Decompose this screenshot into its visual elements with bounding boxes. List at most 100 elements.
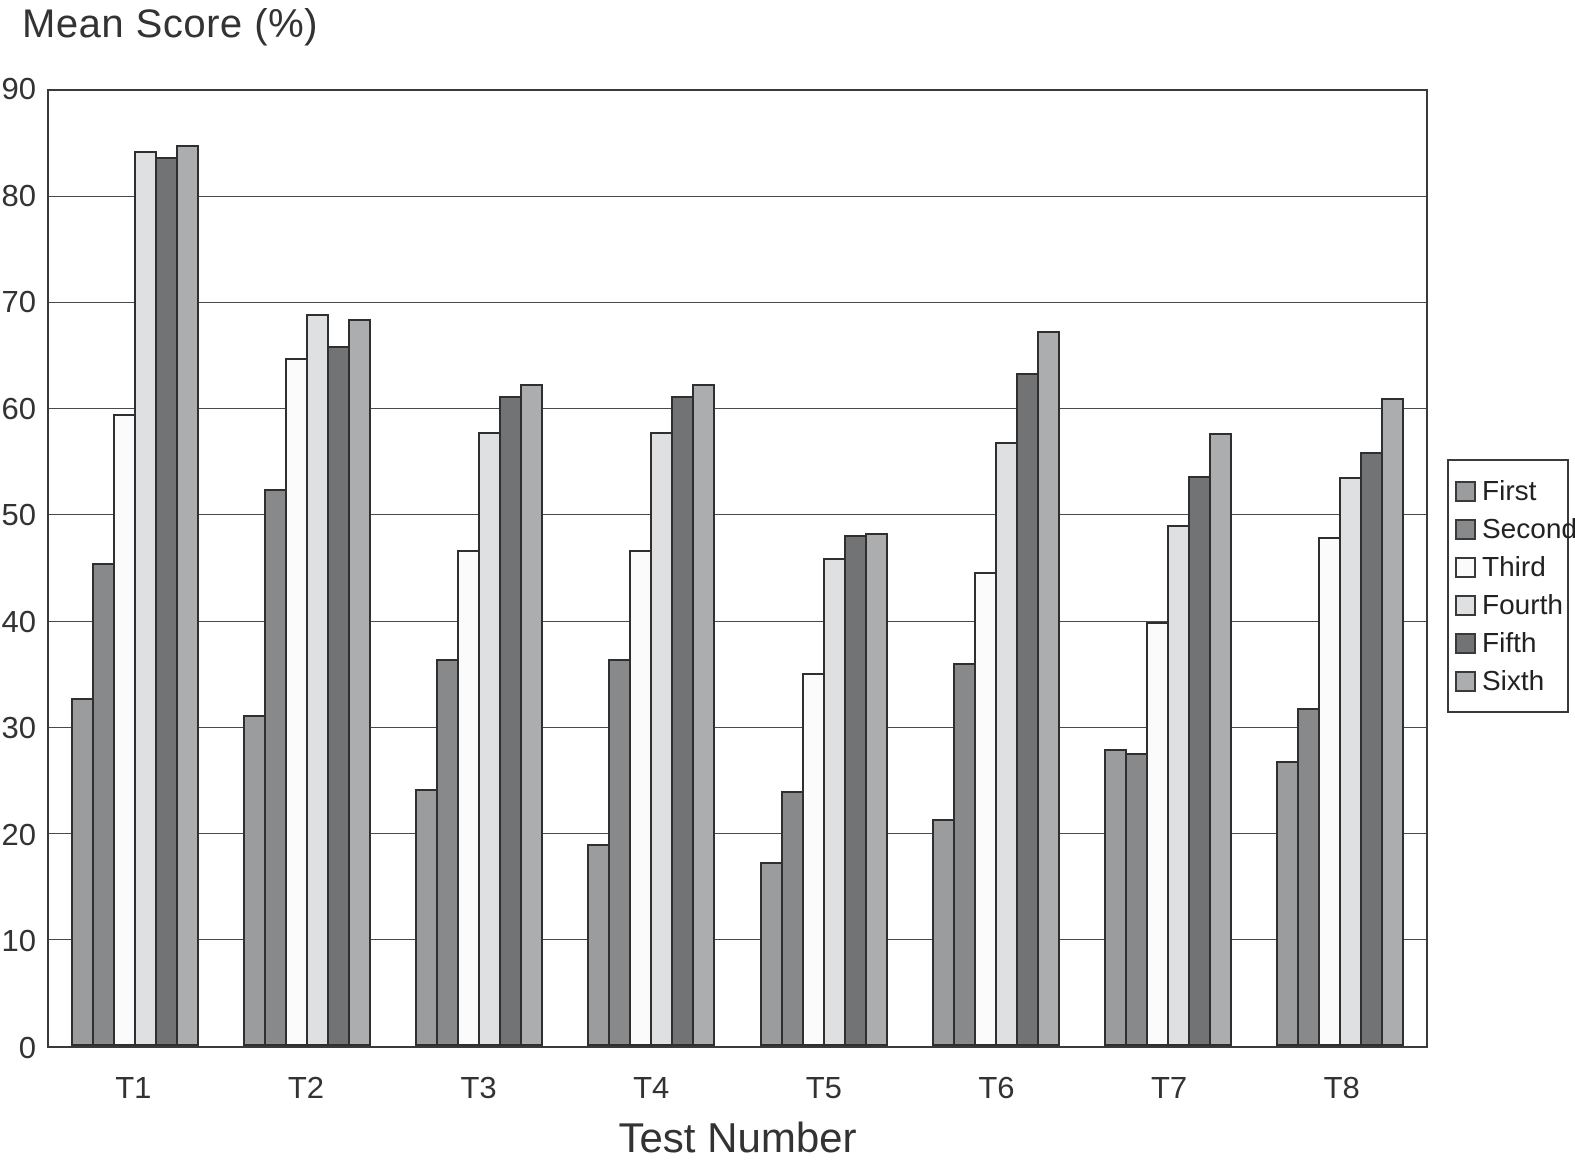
- gridline: [49, 514, 1426, 516]
- y-tick-label: 50: [1, 497, 36, 533]
- bar-T7-fifth: [1187, 476, 1211, 1046]
- bar-T5-sixth: [864, 533, 888, 1046]
- plot-area: [47, 89, 1428, 1048]
- bar-T2-sixth: [348, 319, 372, 1046]
- bar-group-T6: [910, 91, 1082, 1046]
- gridline: [49, 726, 1426, 728]
- bar-T3-fifth: [499, 395, 523, 1046]
- bar-T2-third: [285, 358, 309, 1046]
- bar-T2-fourth: [306, 313, 330, 1046]
- bar-T7-third: [1145, 621, 1169, 1046]
- legend: First Second Third Fourth Fifth Sixth: [1447, 459, 1575, 713]
- legend-item-third: Third: [1455, 551, 1561, 583]
- bar-T3-second: [436, 658, 460, 1046]
- x-axis: T1 T2 T3 T4 T5 T6 T7 T8: [47, 1056, 1428, 1106]
- bar-T6-second: [952, 662, 976, 1046]
- legend-item-second: Second: [1455, 513, 1575, 545]
- bar-T3-third: [457, 550, 481, 1046]
- gridline: [49, 938, 1426, 940]
- bar-T8-second: [1296, 707, 1320, 1046]
- bar-T6-third: [973, 571, 997, 1046]
- bar-T4-second: [608, 658, 632, 1046]
- y-tick-label: 20: [1, 816, 36, 852]
- x-tick-label-T2: T2: [287, 1070, 325, 1105]
- bar-T7-sixth: [1208, 432, 1232, 1046]
- bar-T2-second: [264, 488, 288, 1046]
- bar-group-T5: [738, 91, 910, 1046]
- y-tick-label: 10: [1, 923, 36, 959]
- legend-item-fourth: Fourth: [1455, 589, 1563, 621]
- x-axis-title: Test Number: [618, 1114, 857, 1161]
- legend-item-first: First: [1455, 475, 1561, 507]
- legend-swatch-icon: [1455, 594, 1476, 616]
- x-tick-label-T6: T6: [978, 1070, 1015, 1105]
- gridline: [49, 832, 1426, 834]
- gridline: [49, 196, 1426, 198]
- bar-T7-fourth: [1166, 524, 1190, 1046]
- bar-T6-fifth: [1015, 373, 1039, 1046]
- bar-T6-first: [931, 818, 955, 1046]
- bar-groups: [49, 91, 1426, 1046]
- x-tick-label-T8: T8: [1323, 1070, 1360, 1105]
- bar-T8-first: [1275, 760, 1299, 1046]
- bar-group-T3: [393, 91, 565, 1046]
- bar-T1-second: [92, 563, 116, 1046]
- x-tick-label-T4: T4: [633, 1070, 670, 1105]
- bar-T4-first: [587, 844, 611, 1046]
- bar-group-T1: [49, 91, 221, 1046]
- bar-T4-sixth: [692, 383, 716, 1046]
- bar-group-T7: [1082, 91, 1254, 1046]
- bar-T8-fifth: [1359, 451, 1383, 1046]
- legend-label: Third: [1482, 551, 1546, 582]
- bar-T5-fifth: [843, 534, 867, 1046]
- legend-label: First: [1482, 475, 1537, 506]
- y-axis: 0 10 20 30 40 50 60 70 80 90: [0, 71, 38, 1065]
- bar-T6-sixth: [1036, 330, 1060, 1046]
- x-tick-label-T1: T1: [115, 1070, 152, 1105]
- bar-T4-fifth: [671, 395, 695, 1046]
- bar-group-T8: [1254, 91, 1426, 1046]
- bar-T8-fourth: [1338, 477, 1362, 1046]
- bar-T6-fourth: [994, 442, 1018, 1046]
- y-tick-label: 60: [1, 390, 36, 426]
- legend-swatch-icon: [1455, 518, 1476, 540]
- bar-T1-first: [71, 698, 95, 1046]
- chart-title: Mean Score (%): [22, 2, 318, 46]
- x-tick-label-T3: T3: [460, 1070, 497, 1105]
- legend-swatch-icon: [1455, 670, 1476, 692]
- bar-group-T4: [565, 91, 737, 1046]
- x-tick-label-T7: T7: [1150, 1070, 1188, 1105]
- bar-T8-third: [1317, 536, 1341, 1046]
- legend-item-sixth: Sixth: [1455, 665, 1561, 697]
- legend-item-fifth: Fifth: [1455, 627, 1561, 659]
- y-tick-label: 0: [18, 1030, 36, 1065]
- gridline: [49, 408, 1426, 410]
- bar-T4-third: [629, 550, 653, 1046]
- bar-T3-fourth: [478, 431, 502, 1046]
- legend-label: Second: [1482, 513, 1575, 544]
- bar-T7-second: [1124, 753, 1148, 1046]
- legend-label: Fifth: [1482, 627, 1537, 658]
- legend-label: Sixth: [1482, 665, 1545, 696]
- y-tick-label: 90: [1, 71, 36, 106]
- bar-T4-fourth: [650, 431, 674, 1046]
- bar-T1-third: [113, 413, 137, 1046]
- bar-T3-first: [415, 789, 439, 1046]
- legend-swatch-icon: [1455, 632, 1476, 654]
- legend-swatch-icon: [1455, 480, 1476, 502]
- bar-T8-sixth: [1380, 397, 1404, 1046]
- y-tick-label: 80: [1, 177, 36, 213]
- y-tick-label: 40: [1, 603, 36, 639]
- bar-T1-sixth: [176, 145, 200, 1046]
- bar-T2-fifth: [327, 345, 351, 1046]
- gridline: [49, 620, 1426, 622]
- bar-T2-first: [243, 714, 267, 1046]
- bar-T5-second: [780, 791, 804, 1046]
- bar-T1-fourth: [134, 151, 158, 1046]
- legend-label: Fourth: [1482, 589, 1563, 620]
- bar-T7-first: [1103, 748, 1127, 1046]
- gridline: [49, 302, 1426, 304]
- bar-T5-fourth: [822, 557, 846, 1046]
- bar-T3-sixth: [520, 383, 544, 1046]
- bar-T1-fifth: [155, 156, 179, 1046]
